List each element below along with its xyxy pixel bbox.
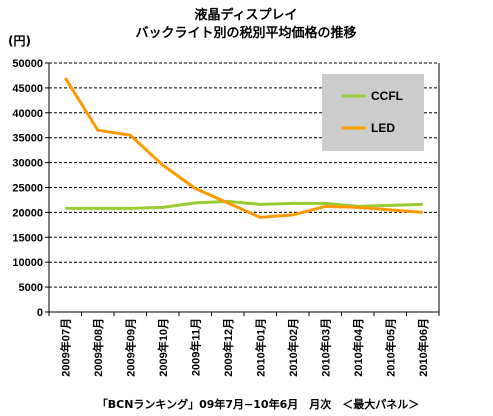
y-tick-label: 15000 xyxy=(12,232,43,244)
x-tick-label: 2009年08月 xyxy=(91,318,105,377)
legend-background xyxy=(322,74,424,151)
x-tick-label: 2010年01月 xyxy=(253,318,267,377)
series-lines xyxy=(64,77,423,219)
y-tick-label: 20000 xyxy=(12,207,43,219)
y-tick-label: 5000 xyxy=(19,282,43,294)
y-tick-labels: 0 5000 10000 15000 20000 25000 30000 35000 40000… xyxy=(12,58,43,319)
y-tick-label: 50000 xyxy=(12,58,43,70)
x-tick-label: 2010年03月 xyxy=(318,318,332,377)
chart-title: 液晶ディスプレイ xyxy=(194,7,297,23)
axes xyxy=(45,62,440,316)
y-tick-label: 10000 xyxy=(12,257,43,269)
source-note: 「BCNランキング」09年7月−10年6月 月次 ＜最大パネル＞ xyxy=(97,397,419,411)
legend: CCFL LED xyxy=(322,74,424,151)
y-tick-label: 30000 xyxy=(12,158,43,170)
chart-subtitle: バックライト別の税別平均価格の推移 xyxy=(135,25,356,41)
x-tick-label: 2010年06月 xyxy=(416,318,430,377)
legend-label-ccfl: CCFL xyxy=(371,89,403,103)
y-tick-label: 35000 xyxy=(12,133,43,145)
legend-label-led: LED xyxy=(371,121,395,135)
y-tick-label: 25000 xyxy=(12,183,43,195)
x-tick-label: 2009年07月 xyxy=(58,318,72,377)
y-tick-label: 0 xyxy=(37,307,43,319)
x-tick-label: 2010年04月 xyxy=(351,318,365,377)
series-line-ccfl xyxy=(65,199,423,210)
y-tick-label: 45000 xyxy=(12,83,43,95)
x-tick-label: 2010年05月 xyxy=(383,318,397,377)
x-tick-labels: 2009年07月 2009年08月 2009年09月 2009年10月 2009年11月… xyxy=(58,318,430,377)
y-tick-label: 40000 xyxy=(12,108,43,120)
y-axis-unit-label: (円) xyxy=(8,34,31,48)
series-line-led xyxy=(64,77,423,219)
x-tick-label: 2009年09月 xyxy=(123,318,137,377)
x-tick-label: 2009年12月 xyxy=(221,318,235,377)
x-tick-label: 2009年11月 xyxy=(188,318,202,376)
x-tick-label: 2009年10月 xyxy=(156,318,170,377)
gridlines xyxy=(49,62,439,288)
x-tick-label: 2010年02月 xyxy=(286,318,300,377)
